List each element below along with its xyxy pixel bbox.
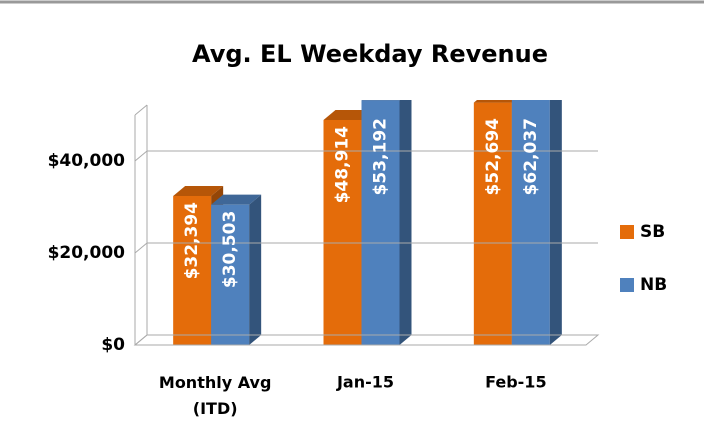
value-label: $30,503: [220, 211, 240, 288]
y-tick-label: $20,000: [48, 243, 126, 263]
bar-front: [323, 119, 362, 345]
legend-label: NB: [640, 275, 667, 295]
legend-swatch: [620, 278, 634, 292]
legend-label: SB: [640, 222, 665, 242]
bar-front: [473, 102, 512, 345]
bar-top: [473, 100, 515, 103]
value-label: $48,914: [333, 126, 353, 204]
bar-side: [399, 100, 412, 345]
legend-swatch: [620, 225, 634, 239]
plot-area: [173, 100, 562, 346]
chart-title: Avg. EL Weekday Revenue: [192, 40, 548, 68]
bar: [211, 194, 262, 345]
bar-front: [173, 195, 212, 345]
bar-front: [211, 204, 250, 345]
grid-line: [134, 150, 598, 162]
bar-side: [549, 100, 562, 345]
bar: [361, 100, 412, 345]
x-tick-label: Feb-15: [485, 373, 547, 392]
bar-top: [173, 185, 224, 196]
y-tick-label: $0: [101, 335, 125, 355]
y-tick-label: $40,000: [48, 151, 126, 171]
value-label: $52,694: [483, 118, 503, 196]
bar-top: [361, 100, 400, 101]
value-label: $62,037: [521, 118, 541, 195]
bar-top: [211, 194, 262, 205]
bar-front: [511, 100, 550, 346]
bar: [511, 100, 562, 346]
value-label: $53,192: [371, 118, 391, 195]
side-wall: [134, 104, 148, 116]
bar-front: [361, 100, 400, 345]
x-tick-label: Jan-15: [336, 373, 394, 392]
grid-line: [134, 334, 598, 346]
bar-side: [249, 194, 262, 345]
x-tick-label: Monthly Avg (ITD): [159, 373, 272, 418]
grid-line: [134, 242, 598, 254]
value-label: $32,394: [182, 202, 202, 280]
bar-top: [323, 109, 374, 120]
